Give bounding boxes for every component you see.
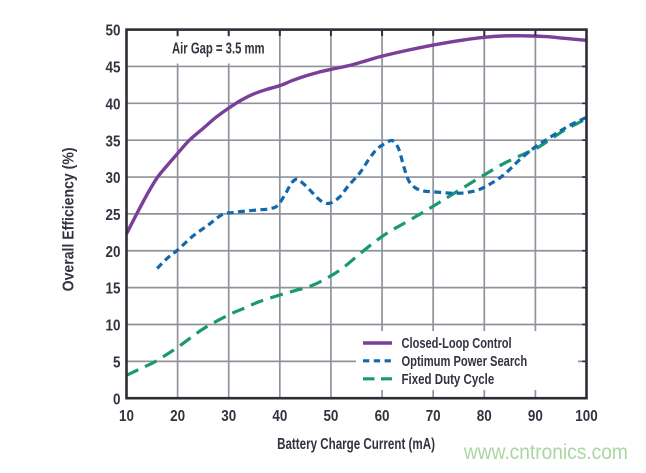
svg-text:100: 100 bbox=[575, 408, 597, 425]
svg-text:www.cntronics.com: www.cntronics.com bbox=[463, 441, 628, 464]
svg-text:50: 50 bbox=[323, 408, 338, 425]
svg-text:90: 90 bbox=[528, 408, 543, 425]
svg-text:45: 45 bbox=[106, 60, 121, 77]
svg-text:20: 20 bbox=[170, 408, 185, 425]
svg-text:30: 30 bbox=[106, 170, 121, 187]
svg-text:Fixed Duty Cycle: Fixed Duty Cycle bbox=[402, 371, 495, 388]
svg-text:20: 20 bbox=[106, 244, 121, 261]
svg-text:30: 30 bbox=[221, 408, 236, 425]
svg-text:Optimum Power Search: Optimum Power Search bbox=[402, 353, 528, 370]
svg-text:80: 80 bbox=[477, 408, 492, 425]
svg-text:40: 40 bbox=[106, 96, 121, 113]
svg-text:Overall Efficiency (%): Overall Efficiency (%) bbox=[60, 147, 78, 291]
svg-text:35: 35 bbox=[106, 133, 121, 150]
svg-text:50: 50 bbox=[106, 23, 121, 40]
svg-text:40: 40 bbox=[272, 408, 287, 425]
svg-text:10: 10 bbox=[106, 318, 121, 335]
svg-text:Closed-Loop Control: Closed-Loop Control bbox=[402, 335, 512, 352]
svg-text:5: 5 bbox=[113, 354, 120, 371]
svg-text:Battery Charge Current (mA): Battery Charge Current (mA) bbox=[277, 434, 435, 452]
svg-text:0: 0 bbox=[113, 391, 120, 408]
svg-text:25: 25 bbox=[106, 207, 121, 224]
svg-text:15: 15 bbox=[106, 281, 121, 298]
svg-text:10: 10 bbox=[119, 408, 134, 425]
svg-text:60: 60 bbox=[375, 408, 390, 425]
svg-text:70: 70 bbox=[426, 408, 441, 425]
svg-text:Air Gap = 3.5 mm: Air Gap = 3.5 mm bbox=[172, 40, 265, 57]
